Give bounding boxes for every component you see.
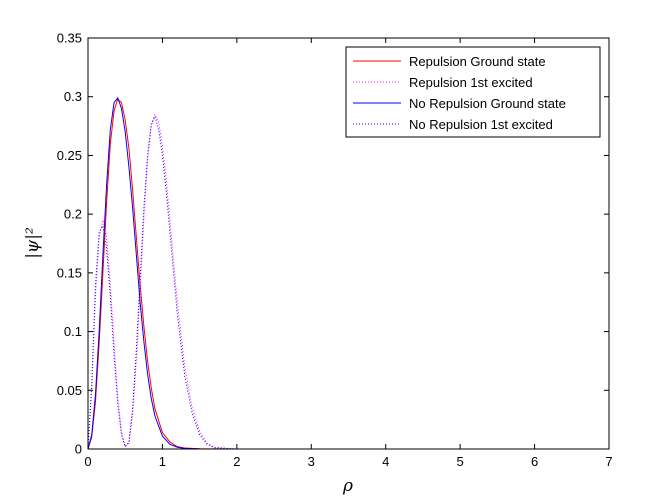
plot-frame xyxy=(87,37,610,450)
x-tick-label: 5 xyxy=(457,454,464,469)
y-tick-label: 0.35 xyxy=(57,31,82,46)
x-axis-label: ρ xyxy=(342,476,353,496)
x-tick-label: 0 xyxy=(84,454,91,469)
series-layer xyxy=(88,96,609,449)
legend-label: Repulsion Ground state xyxy=(409,54,546,69)
y-tick-label: 0.15 xyxy=(57,265,82,280)
y-axis-label: |ψ|² xyxy=(23,227,43,259)
series-line xyxy=(88,98,609,449)
y-tick-label: 0 xyxy=(75,442,82,457)
x-tick-label: 2 xyxy=(233,454,240,469)
x-tick-label: 6 xyxy=(531,454,538,469)
x-tick-label: 4 xyxy=(382,454,389,469)
series-line xyxy=(88,96,609,449)
legend-box xyxy=(345,46,601,138)
legend-label: No Repulsion 1st excited xyxy=(409,117,553,132)
y-tick-label: 0.05 xyxy=(57,383,82,398)
x-tick-label: 7 xyxy=(605,454,612,469)
tick-layer: 0 1 2 3 4 5 6 7 0 0.05 0.1 0.15 0.2 0.25 0.3 0.35 xyxy=(57,31,613,470)
legend-label: No Repulsion Ground state xyxy=(409,96,566,111)
y-tick-label: 0.3 xyxy=(64,89,82,104)
x-tick-label: 3 xyxy=(308,454,315,469)
legend-label: Repulsion 1st excited xyxy=(409,75,533,90)
x-tick-label: 1 xyxy=(159,454,166,469)
y-tick-label: 0.2 xyxy=(64,207,82,222)
y-tick-label: 0.25 xyxy=(57,148,82,163)
legend: Repulsion Ground state Repulsion 1st exci… xyxy=(345,46,601,138)
y-tick-label: 0.1 xyxy=(64,324,82,339)
series-line xyxy=(88,112,609,449)
